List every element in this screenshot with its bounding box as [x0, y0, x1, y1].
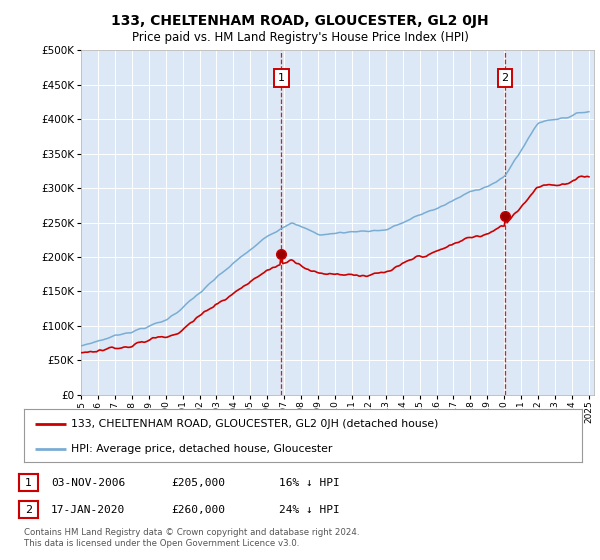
Text: 2: 2 [502, 73, 509, 83]
Text: 16% ↓ HPI: 16% ↓ HPI [279, 478, 340, 488]
Text: £260,000: £260,000 [171, 505, 225, 515]
Text: 24% ↓ HPI: 24% ↓ HPI [279, 505, 340, 515]
Text: £205,000: £205,000 [171, 478, 225, 488]
Text: Price paid vs. HM Land Registry's House Price Index (HPI): Price paid vs. HM Land Registry's House … [131, 31, 469, 44]
Text: 133, CHELTENHAM ROAD, GLOUCESTER, GL2 0JH (detached house): 133, CHELTENHAM ROAD, GLOUCESTER, GL2 0J… [71, 419, 439, 429]
Text: 1: 1 [25, 478, 32, 488]
Text: Contains HM Land Registry data © Crown copyright and database right 2024.
This d: Contains HM Land Registry data © Crown c… [24, 528, 359, 548]
Text: 133, CHELTENHAM ROAD, GLOUCESTER, GL2 0JH: 133, CHELTENHAM ROAD, GLOUCESTER, GL2 0J… [111, 14, 489, 28]
Text: 17-JAN-2020: 17-JAN-2020 [51, 505, 125, 515]
Text: 1: 1 [278, 73, 285, 83]
Text: 2: 2 [25, 505, 32, 515]
Text: 03-NOV-2006: 03-NOV-2006 [51, 478, 125, 488]
Text: HPI: Average price, detached house, Gloucester: HPI: Average price, detached house, Glou… [71, 444, 333, 454]
